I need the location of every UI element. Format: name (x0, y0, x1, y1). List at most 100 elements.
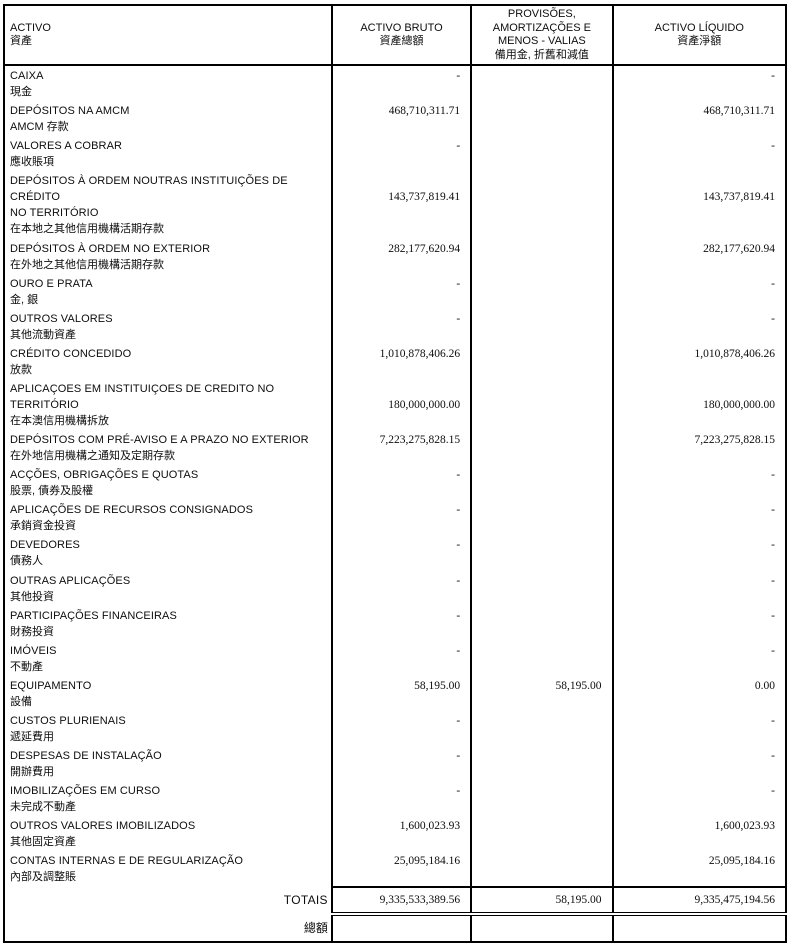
provisoes-value (470, 430, 613, 466)
table-row: CUSTOS PLURIENAIS 遞延費用 - - (4, 711, 786, 747)
row-label-pt: DEVEDORES (10, 539, 80, 552)
row-label-cn: 金, 銀 (10, 293, 39, 306)
header-activo-pt: ACTIVO (10, 21, 51, 34)
table-row: ACÇÕES, OBRIGAÇÕES E QUOTAS 股票, 債券及股權 - - (4, 465, 786, 501)
table-body: CAIXA 現金 - - DEPÓSITOS NA AMCM AMCM 存款 468,710… (4, 65, 786, 887)
row-label-pt: DEPÓSITOS À ORDEM NOUTRAS INSTITUIÇÕES D… (10, 175, 288, 220)
bruto-value: - (330, 500, 472, 536)
liquido-value: - (611, 711, 786, 747)
row-label-cn: 現金 (10, 86, 32, 98)
table-row: EQUIPAMENTO 設備 58,195.00 58,195.00 0.00 (4, 675, 786, 712)
table-header: ACTIVO 資產 ACTIVO BRUTO 資產總額 PROVISÕES, A… (4, 5, 786, 66)
liquido-value: 1,600,023.93 (611, 816, 786, 852)
row-label-cn: 股票, 債券及股權 (10, 485, 94, 498)
liquido-value: 25,095,184.16 (611, 851, 786, 887)
row-label-cell: IMÓVEIS 不動產 (4, 641, 332, 676)
totals-label-pt: TOTAIS (283, 893, 328, 908)
totals-bruto-value: 9,335,533,389.56 (330, 885, 472, 916)
row-label-cell: DEPÓSITOS COM PRÉ-AVISO E A PRAZO NO EXT… (4, 430, 332, 465)
table-row: OURO E PRATA 金, 銀 - - (4, 273, 786, 309)
balance-sheet: ACTIVO 資產 ACTIVO BRUTO 資產總額 PROVISÕES, A… (3, 4, 787, 943)
table-row: OUTROS VALORES IMOBILIZADOS 其他固定資產 1,600,0… (4, 816, 786, 852)
row-label-cell: PARTICIPAÇÕES FINANCEIRAS 財務投資 (4, 606, 332, 641)
table-row: DEPÓSITOS COM PRÉ-AVISO E A PRAZO NO EXT… (4, 430, 786, 466)
liquido-value: - (611, 570, 786, 606)
bruto-value: - (330, 136, 472, 172)
bruto-value: 1,010,878,406.26 (330, 343, 472, 379)
liquido-value: 7,223,275,828.15 (611, 430, 786, 466)
row-label-cell: DEPÓSITOS À ORDEM NOUTRAS INSTITUIÇÕES D… (4, 171, 332, 238)
row-label-cn: 應收賬項 (10, 156, 54, 169)
totals-bruto-empty-cell (330, 913, 472, 942)
row-label-cell: OUTROS VALORES 其他流動資產 (4, 309, 332, 344)
bruto-value: - (330, 781, 472, 817)
table-row: PARTICIPAÇÕES FINANCEIRAS 財務投資 - - (4, 605, 786, 641)
totals-liquido-value: 9,335,475,194.56 (611, 885, 786, 916)
table-row: OUTROS VALORES 其他流動資產 - - (4, 308, 786, 344)
table-footer: TOTAIS 9,335,533,389.56 58,195.00 9,335,… (4, 885, 786, 942)
header-activo-bruto: ACTIVO BRUTO 資產總額 (330, 5, 472, 66)
row-label-cell: CONTAS INTERNAS E DE REGULARIZAÇÃO 內部及調整賬 (4, 851, 332, 886)
bruto-value: 143,737,819.41 (330, 171, 472, 239)
row-label-pt: CRÉDITO CONCEDIDO (10, 347, 132, 360)
provisoes-value (470, 308, 613, 344)
bruto-value: 25,095,184.16 (330, 851, 472, 887)
header-activo-liquido-pt: ACTIVO LÍQUIDO (654, 21, 744, 34)
liquido-value: - (611, 605, 786, 641)
row-label-pt: EQUIPAMENTO (10, 679, 92, 692)
row-label-cn: 放款 (10, 363, 32, 376)
header-provisoes-cn: 備用金, 折舊和減值 (494, 48, 589, 61)
bruto-value: - (330, 65, 472, 102)
totals-label-cn: 總額 (303, 920, 328, 935)
row-label-cn: 其他固定資產 (10, 836, 76, 849)
row-label-pt: CONTAS INTERNAS E DE REGULARIZAÇÃO (10, 855, 244, 868)
row-label-cn: 在外地之其他信用機構活期存款 (10, 258, 164, 271)
provisoes-value (470, 746, 613, 782)
totals-provisoes-empty-cell (470, 913, 613, 942)
row-label-cn: 在外地信用機構之通知及定期存款 (10, 450, 175, 463)
row-label-cell: DEVEDORES 債務人 (4, 535, 332, 570)
row-label-pt: IMÓVEIS (10, 644, 57, 657)
bruto-value: - (330, 535, 472, 571)
liquido-value: - (611, 65, 786, 102)
bruto-value: - (330, 308, 472, 344)
row-label-cell: VALORES A COBRAR 應收賬項 (4, 136, 332, 171)
liquido-value: - (611, 640, 786, 676)
table-row: CRÉDITO CONCEDIDO 放款 1,010,878,406.26 1,010… (4, 343, 786, 379)
liquido-value: - (611, 500, 786, 536)
liquido-value: - (611, 465, 786, 501)
bruto-value: - (330, 570, 472, 606)
provisoes-value (470, 65, 613, 102)
row-label-pt: DEPÓSITOS COM PRÉ-AVISO E A PRAZO NO EXT… (10, 434, 309, 447)
row-label-cn: 債務人 (10, 555, 43, 568)
provisoes-value (470, 378, 613, 431)
row-label-cn: 不動產 (10, 660, 43, 673)
bruto-value: 7,223,275,828.15 (330, 430, 472, 466)
row-label-cn: 其他投資 (10, 590, 54, 603)
table-row: DEVEDORES 債務人 - - (4, 535, 786, 571)
provisoes-value (470, 605, 613, 641)
header-provisoes-pt: PROVISÕES, AMORTIZAÇÕES E MENOS - VALIAS (492, 8, 591, 47)
table-row: DEPÓSITOS À ORDEM NOUTRAS INSTITUIÇÕES D… (4, 171, 786, 239)
row-label-pt: OUTRAS APLICAÇÕES (10, 574, 131, 587)
bruto-value: - (330, 711, 472, 747)
table-row: DEPÓSITOS NA AMCM AMCM 存款 468,710,311.71 46… (4, 101, 786, 137)
bruto-value: - (330, 605, 472, 641)
totals-label-cn-row: 總額 (4, 913, 786, 942)
header-activo-cn: 資產 (10, 35, 32, 47)
liquido-value: 1,010,878,406.26 (611, 343, 786, 379)
row-label-cn: 在本地之其他信用機構活期存款 (10, 223, 164, 236)
provisoes-value (470, 136, 613, 172)
provisoes-value (470, 273, 613, 309)
row-label-cell: DEPÓSITOS NA AMCM AMCM 存款 (4, 101, 332, 136)
header-activo-liquido-cn: 資產淨額 (677, 35, 722, 47)
liquido-value: - (611, 308, 786, 344)
bruto-value: - (330, 273, 472, 309)
row-label-pt: OUTROS VALORES (10, 312, 113, 325)
row-label-pt: IMOBILIZAÇÕES EM CURSO (10, 785, 161, 798)
row-label-pt: CUSTOS PLURIENAIS (10, 715, 126, 728)
provisoes-value (470, 535, 613, 571)
row-label-cell: APLICAÇOES EM INSTITUIÇOES DE CREDITO NO… (4, 379, 332, 430)
bruto-value: 180,000,000.00 (330, 378, 472, 431)
totals-row: TOTAIS 9,335,533,389.56 58,195.00 9,335,… (4, 885, 786, 916)
